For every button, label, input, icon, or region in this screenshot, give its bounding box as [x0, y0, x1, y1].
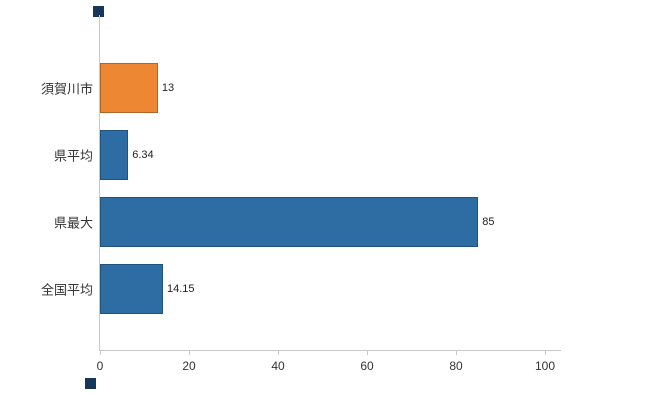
x-axis-line	[99, 350, 561, 351]
axis-tick-label: 20	[182, 359, 196, 373]
bar	[100, 197, 479, 247]
y-axis-line	[99, 15, 100, 350]
category-label: 全国平均	[40, 282, 93, 298]
category-label: 県最大	[53, 215, 93, 231]
decoration-square-bottom	[85, 378, 96, 389]
bar-row: 県平均 6.34	[0, 130, 650, 180]
category-label: 県平均	[53, 148, 93, 164]
axis-tick	[100, 350, 101, 355]
value-label: 6.34	[132, 149, 154, 161]
bar-row: 全国平均 14.15	[0, 264, 650, 314]
value-label: 14.15	[166, 283, 195, 295]
axis-tick	[456, 350, 457, 355]
bar	[100, 264, 163, 314]
axis-tick-label: 40	[271, 359, 285, 373]
axis-tick	[189, 350, 190, 355]
axis-tick	[367, 350, 368, 355]
axis-tick	[545, 350, 546, 355]
value-label: 13	[161, 82, 175, 94]
axis-tick-label: 100	[534, 359, 556, 373]
axis-tick	[278, 350, 279, 355]
bar-row: 須賀川市 13	[0, 63, 650, 113]
bar	[100, 63, 158, 113]
decoration-square-top	[93, 6, 104, 17]
bar	[100, 130, 129, 180]
value-label: 85	[482, 216, 495, 228]
category-label: 須賀川市	[40, 81, 93, 97]
axis-tick-label: 80	[449, 359, 463, 373]
axis-tick-label: 0	[96, 359, 104, 373]
bar-row: 県最大 85	[0, 197, 650, 247]
axis-tick-label: 60	[360, 359, 374, 373]
